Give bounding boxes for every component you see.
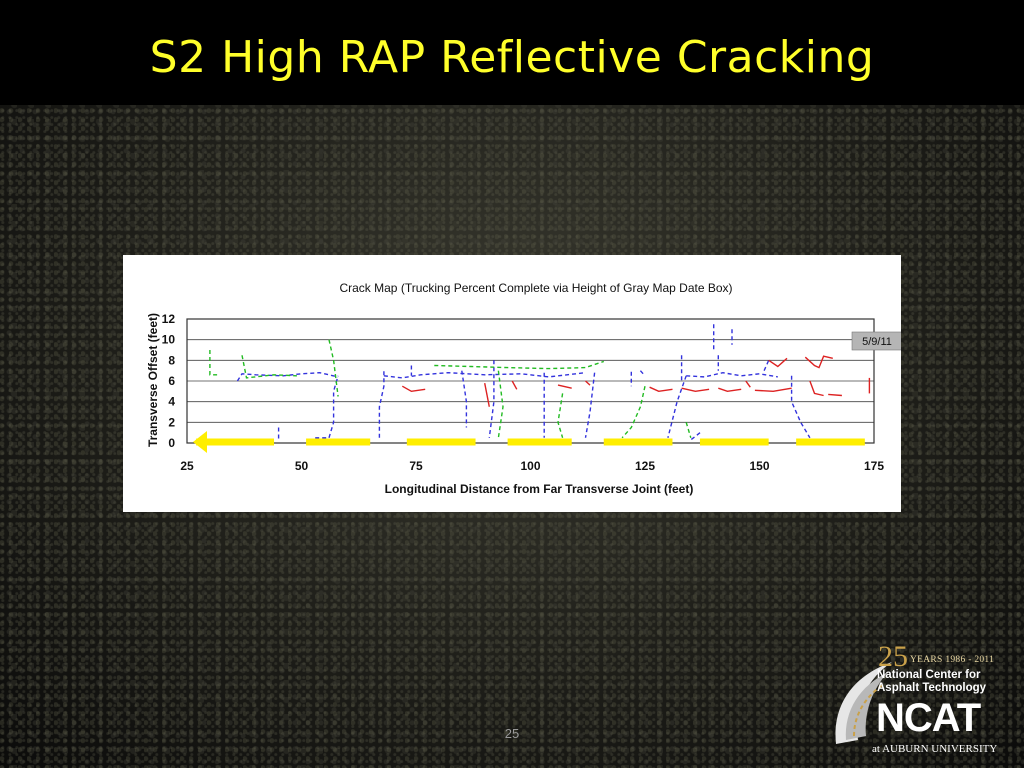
crack-line: [557, 384, 572, 389]
crack-line: [690, 432, 701, 441]
crack-line: [241, 355, 297, 379]
y-axis-label: Transverse Offset (feet): [146, 313, 160, 447]
x-axis-label: Longitudinal Distance from Far Transvers…: [385, 482, 694, 496]
plot-area: 0 2 4 6 8 10 12 25 50 75 100 125 150 175 5/9/11: [162, 312, 901, 473]
chart-canvas: Crack Map (Trucking Percent Complete via…: [146, 281, 901, 496]
crack-line: [511, 380, 518, 390]
crack-line: [763, 360, 770, 371]
x-tick-label: 25: [180, 459, 194, 473]
crack-line: [745, 380, 751, 388]
direction-arrow: [193, 431, 207, 453]
crack-map-chart: Crack Map (Trucking Percent Complete via…: [123, 255, 901, 512]
date-box: [851, 331, 901, 351]
crack-line: [236, 371, 339, 382]
crack-line: [790, 375, 811, 439]
crack-line: [667, 375, 687, 438]
crack-line: [681, 387, 710, 393]
y-tick-label: 8: [168, 353, 175, 367]
crack-line: [461, 370, 468, 428]
crack-line: [484, 382, 490, 407]
logo-org-line2: Asphalt Technology: [877, 682, 987, 694]
logo-organization: National Center for Asphalt Technology: [877, 669, 1017, 695]
crack-line: [585, 380, 591, 386]
crack-line: [383, 371, 586, 379]
y-tick-label: 4: [168, 395, 175, 409]
crack-line: [639, 370, 646, 377]
x-tick-label: 50: [295, 459, 309, 473]
logo-acronym: NCAT: [876, 696, 981, 740]
crack-line: [686, 371, 778, 378]
crack-line: [809, 380, 824, 397]
x-tick-label: 100: [520, 459, 540, 473]
y-tick-label: 0: [168, 436, 175, 450]
crack-line: [401, 385, 426, 393]
logo-swoosh: [835, 662, 892, 744]
logo-years: YEARS 1986 - 2011: [910, 655, 995, 665]
crack-line: [828, 393, 842, 397]
date-box-label: 5/9/11: [862, 336, 892, 348]
y-tick-label: 10: [162, 333, 176, 347]
logo-org-line1: National Center for: [877, 669, 981, 681]
crack-line: [718, 387, 742, 393]
crack-line: [768, 357, 788, 368]
crack-line: [685, 422, 692, 438]
crack-line: [434, 360, 605, 370]
slide-number: 25: [504, 726, 520, 741]
y-tick-label: 6: [168, 374, 175, 388]
x-tick-label: 175: [864, 459, 884, 473]
slide-title: S2 High RAP Reflective Cracking: [149, 32, 875, 83]
chart-title: Crack Map (Trucking Percent Complete via…: [339, 281, 732, 295]
crack-line: [584, 372, 596, 438]
crack-line: [488, 360, 495, 438]
crack-line: [497, 370, 504, 438]
x-tick-label: 75: [409, 459, 423, 473]
x-tick-label: 125: [635, 459, 655, 473]
crack-line: [649, 386, 673, 393]
crack-line: [209, 350, 220, 376]
logo-anniversary-number: 25: [878, 640, 908, 673]
crack-line: [804, 355, 833, 369]
crack-line: [328, 339, 339, 397]
crack-line: [328, 375, 339, 438]
crack-line: [621, 386, 646, 439]
logo-university: at AUBURN UNIVERSITY: [872, 743, 998, 755]
ncat-logo: 25 YEARS 1986 - 2011 National Center for…: [832, 636, 1024, 768]
y-tick-label: 12: [162, 312, 176, 326]
x-tick-label: 150: [749, 459, 769, 473]
crack-line: [557, 393, 564, 438]
crack-line: [378, 368, 385, 438]
crack-line: [754, 387, 792, 393]
y-tick-label: 2: [168, 415, 175, 429]
title-band: [0, 0, 1024, 105]
